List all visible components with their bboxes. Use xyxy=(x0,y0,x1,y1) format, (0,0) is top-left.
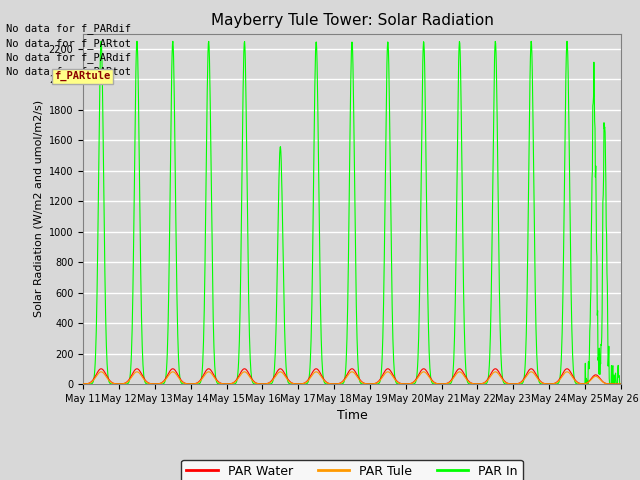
Y-axis label: Solar Radiation (W/m2 and umol/m2/s): Solar Radiation (W/m2 and umol/m2/s) xyxy=(33,100,43,317)
Title: Mayberry Tule Tower: Solar Radiation: Mayberry Tule Tower: Solar Radiation xyxy=(211,13,493,28)
Text: f_PARtule: f_PARtule xyxy=(54,71,111,82)
Text: No data for f_PARdif: No data for f_PARdif xyxy=(6,52,131,63)
Text: No data for f_PARdif: No data for f_PARdif xyxy=(6,23,131,34)
X-axis label: Time: Time xyxy=(337,409,367,422)
Text: No data for f_PARtot: No data for f_PARtot xyxy=(6,66,131,77)
Text: No data for f_PARtot: No data for f_PARtot xyxy=(6,37,131,48)
Legend: PAR Water, PAR Tule, PAR In: PAR Water, PAR Tule, PAR In xyxy=(181,460,523,480)
